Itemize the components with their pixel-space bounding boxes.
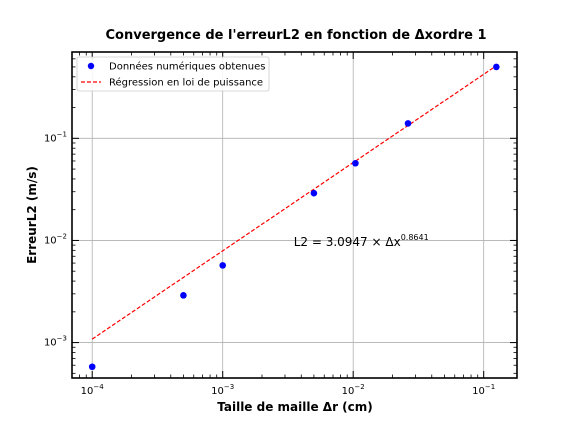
y-tick-label-1: 10−2: [44, 232, 67, 246]
y-tick-label-2: 10−1: [44, 130, 67, 144]
legend-box: [76, 56, 270, 92]
regression-layer: [91, 65, 497, 340]
y-tick-label-exp-1: −2: [57, 232, 67, 240]
x-tick-label-exp-1: −3: [224, 383, 234, 391]
y-axis-label: ErreurL2 (m/s): [25, 166, 39, 264]
x-tick-label-base-2: 10: [342, 386, 355, 397]
x-tick-label-exp-2: −2: [354, 383, 364, 391]
data-point-1: [180, 292, 187, 299]
data-point-6: [493, 63, 500, 71]
legend-label-line: Régression en loi de puissance: [109, 77, 263, 89]
regression-equation: L2 = 3.0947 × Δx0.8641: [294, 233, 429, 249]
legend: Données numériques obtenues Régression e…: [76, 56, 270, 92]
chart-title: Convergence de l'erreurL2 en fonction de…: [106, 28, 487, 43]
major-ticks: [72, 52, 517, 378]
y-tick-label-base-1: 10: [44, 235, 57, 246]
x-tick-label-base-0: 10: [81, 386, 94, 397]
data-point-0: [88, 363, 96, 371]
x-tick-label-base-1: 10: [211, 386, 224, 397]
regression-equation-exponent: 0.8641: [401, 233, 429, 242]
x-tick-label-3: 10−1: [472, 383, 495, 397]
y-tick-label-exp-0: −3: [57, 335, 67, 343]
x-tick-label-base-3: 10: [472, 386, 485, 397]
data-point-5: [404, 120, 412, 127]
x-tick-label-exp-3: −1: [485, 383, 495, 391]
regression-line: [91, 65, 497, 340]
data-point-2: [219, 262, 227, 269]
x-tick-label-1: 10−3: [211, 383, 234, 397]
x-tick-label-2: 10−2: [342, 383, 365, 397]
y-tick-label-base-2: 10: [44, 133, 57, 144]
x-axis-label: Taille de maille Δr (cm): [217, 400, 373, 414]
x-tick-labels: 10−4 10−3 10−2 10−1: [81, 383, 496, 397]
data-point-3: [310, 189, 318, 197]
points-layer: [88, 63, 500, 371]
y-tick-label-base-0: 10: [44, 338, 57, 349]
legend-label-scatter: Données numériques obtenues: [109, 61, 265, 73]
x-tick-label-0: 10−4: [81, 383, 105, 397]
data-point-4: [352, 159, 359, 167]
y-tick-label-exp-2: −1: [57, 130, 67, 138]
legend-marker-scatter: [87, 62, 95, 70]
x-tick-label-exp-0: −4: [93, 383, 104, 391]
y-tick-label-0: 10−3: [44, 335, 67, 349]
grid-lines: [72, 52, 517, 378]
minor-ticks: [71, 52, 517, 378]
regression-equation-main: L2 = 3.0947 × Δx: [294, 235, 401, 249]
y-tick-labels: 10−310−210−1: [44, 130, 67, 348]
plot-frame: [71, 51, 518, 379]
